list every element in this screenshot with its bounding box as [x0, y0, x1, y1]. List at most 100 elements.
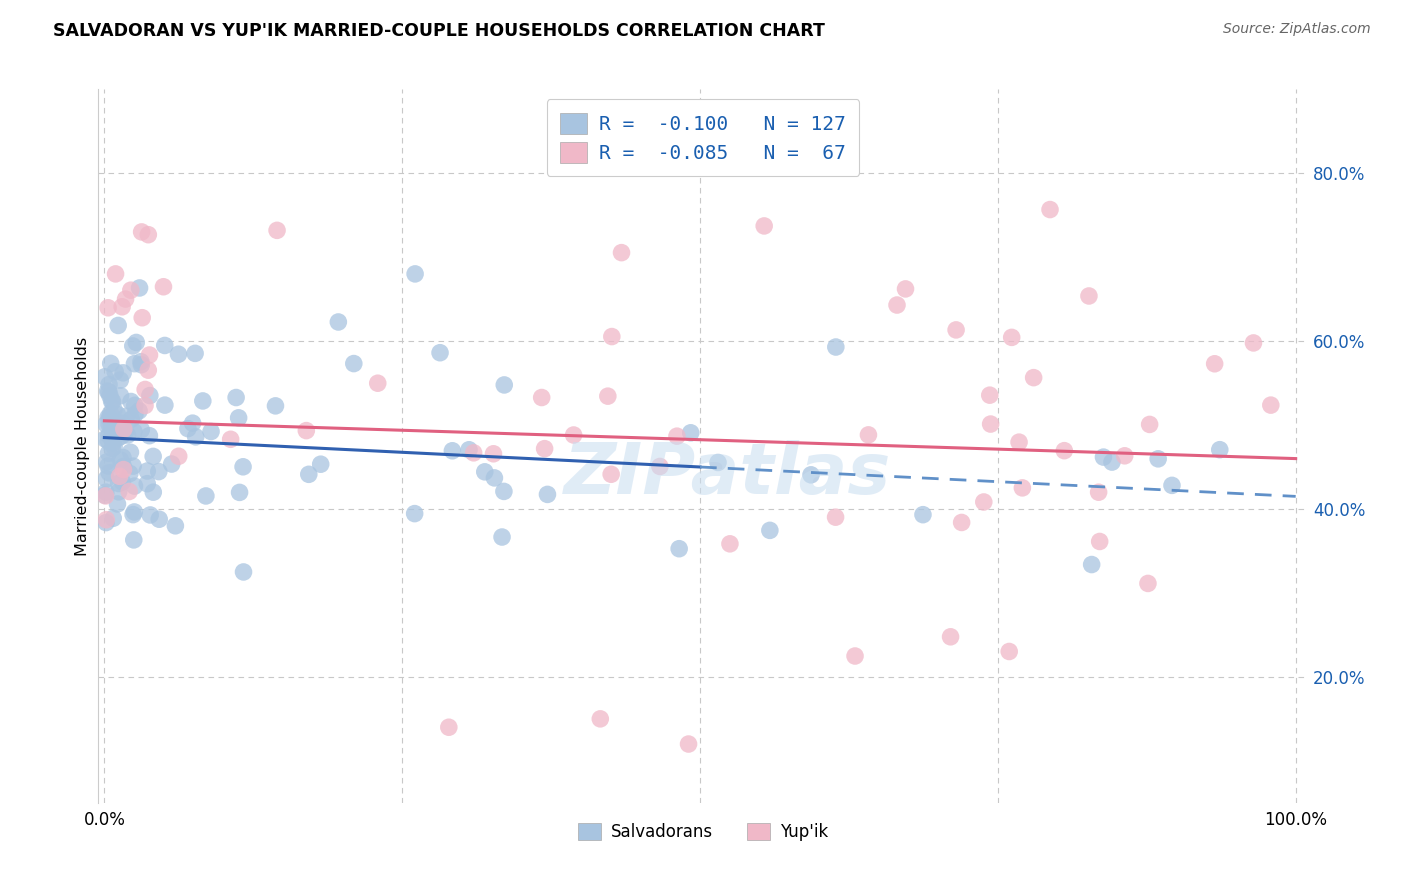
Point: [97, 384, 120, 399]
Point: [1001, 330, 1024, 344]
Point: [824, 510, 846, 524]
Point: [1092, 450, 1115, 464]
Point: [136, 476, 159, 491]
Point: [98, 377, 121, 392]
Point: [1101, 455, 1123, 469]
Point: [184, 430, 207, 444]
Point: [160, 457, 183, 471]
Point: [103, 440, 125, 454]
Point: [100, 419, 122, 434]
Point: [136, 227, 159, 242]
Point: [219, 432, 242, 446]
Point: [979, 388, 1001, 402]
Point: [110, 423, 132, 437]
Point: [110, 389, 132, 403]
Point: [122, 459, 145, 474]
Point: [225, 391, 247, 405]
Point: [115, 409, 138, 424]
Legend: Salvadorans, Yup'ik: Salvadorans, Yup'ik: [571, 816, 835, 848]
Point: [165, 518, 187, 533]
Point: [665, 429, 688, 443]
Point: [295, 424, 318, 438]
Point: [148, 512, 170, 526]
Point: [228, 410, 250, 425]
Point: [152, 279, 174, 293]
Point: [120, 412, 142, 426]
Point: [264, 399, 287, 413]
Point: [894, 282, 917, 296]
Point: [98, 389, 121, 403]
Point: [117, 428, 139, 442]
Point: [107, 497, 129, 511]
Point: [153, 398, 176, 412]
Point: [1080, 558, 1102, 572]
Point: [1161, 478, 1184, 492]
Point: [1260, 398, 1282, 412]
Point: [191, 393, 214, 408]
Point: [1053, 443, 1076, 458]
Point: [482, 447, 505, 461]
Point: [950, 516, 973, 530]
Point: [437, 720, 460, 734]
Point: [97, 458, 120, 473]
Point: [1087, 485, 1109, 500]
Point: [536, 487, 558, 501]
Point: [97, 434, 120, 449]
Point: [110, 429, 132, 443]
Point: [97, 384, 120, 399]
Point: [678, 737, 700, 751]
Point: [104, 267, 127, 281]
Point: [707, 455, 730, 469]
Point: [844, 648, 866, 663]
Point: [1114, 449, 1136, 463]
Point: [494, 378, 516, 392]
Point: [107, 318, 129, 333]
Point: [107, 431, 129, 445]
Point: [103, 511, 125, 525]
Point: [112, 459, 135, 474]
Point: [1088, 534, 1111, 549]
Point: [94, 369, 117, 384]
Point: [129, 423, 152, 437]
Point: [94, 516, 117, 530]
Point: [110, 373, 132, 387]
Point: [200, 425, 222, 439]
Point: [1136, 576, 1159, 591]
Point: [107, 408, 129, 422]
Point: [101, 442, 124, 456]
Point: [600, 329, 623, 343]
Point: [1147, 451, 1170, 466]
Point: [610, 245, 633, 260]
Point: [122, 425, 145, 439]
Point: [138, 428, 160, 442]
Point: [124, 408, 146, 422]
Point: [648, 459, 671, 474]
Point: [589, 712, 612, 726]
Point: [111, 300, 134, 314]
Point: [114, 425, 136, 440]
Point: [110, 453, 132, 467]
Point: [111, 475, 134, 489]
Point: [128, 281, 150, 295]
Point: [1077, 289, 1099, 303]
Point: [107, 476, 129, 491]
Point: [824, 340, 846, 354]
Point: [343, 357, 366, 371]
Point: [600, 467, 623, 482]
Point: [474, 465, 496, 479]
Point: [463, 446, 485, 460]
Point: [121, 339, 143, 353]
Point: [120, 445, 142, 459]
Point: [120, 394, 142, 409]
Point: [120, 283, 142, 297]
Text: SALVADORAN VS YUP'IK MARRIED-COUPLE HOUSEHOLDS CORRELATION CHART: SALVADORAN VS YUP'IK MARRIED-COUPLE HOUS…: [53, 22, 825, 40]
Point: [112, 422, 135, 436]
Point: [122, 533, 145, 547]
Point: [122, 508, 145, 522]
Point: [136, 464, 159, 478]
Point: [153, 338, 176, 352]
Point: [111, 417, 134, 431]
Point: [484, 471, 506, 485]
Y-axis label: Married-couple Households: Married-couple Households: [75, 336, 90, 556]
Point: [184, 346, 207, 360]
